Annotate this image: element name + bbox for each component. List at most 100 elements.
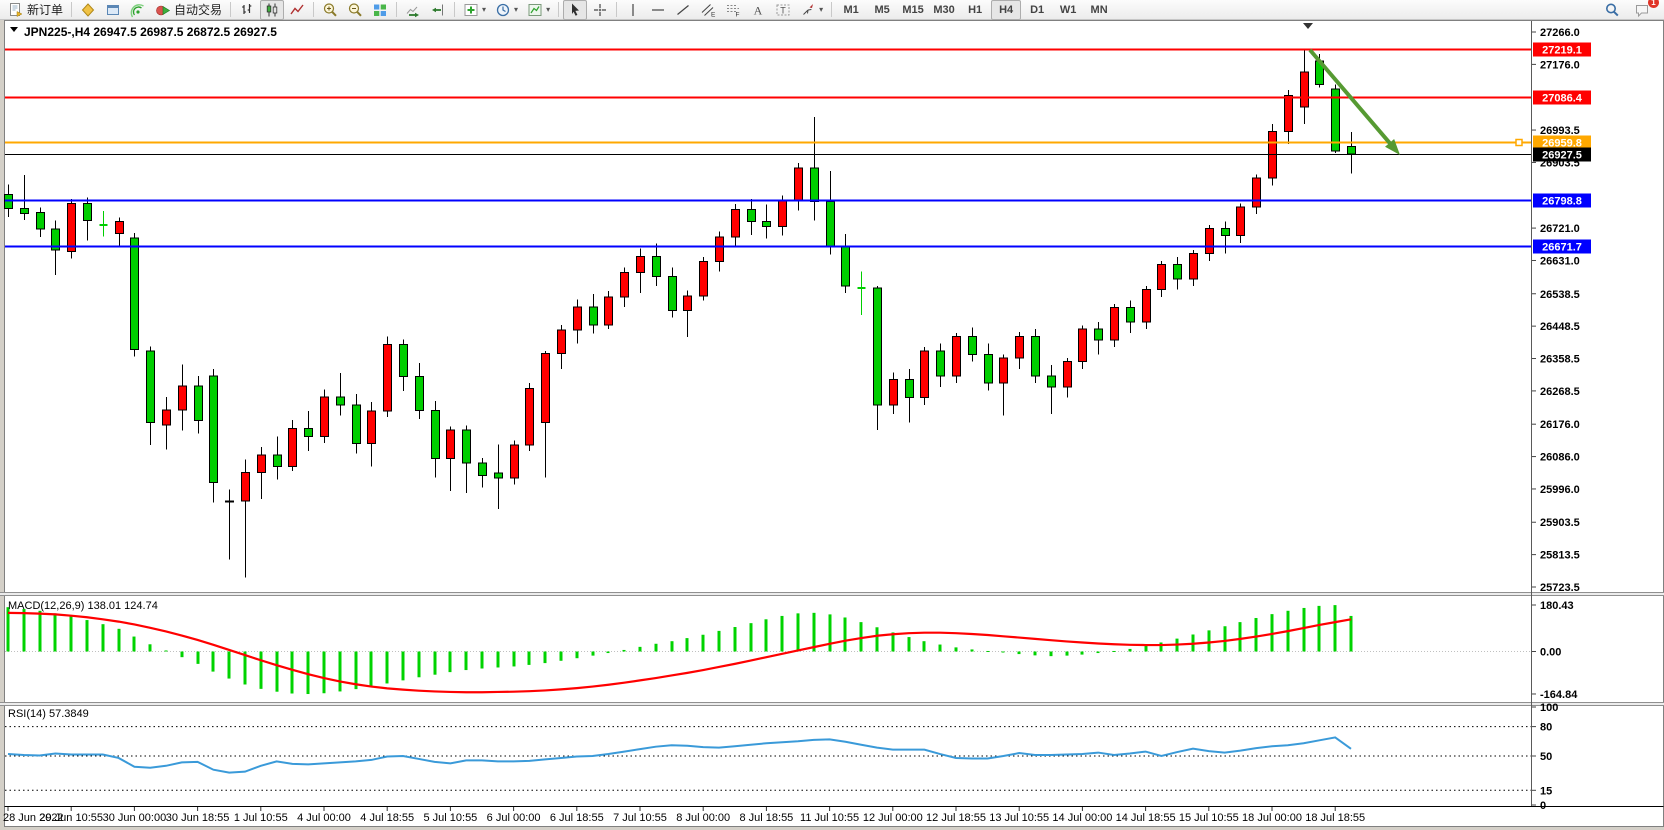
candle-body [257, 454, 266, 473]
macd-histogram-bar [385, 651, 389, 684]
candle-body [905, 379, 914, 399]
search-icon [1604, 2, 1620, 18]
trend-arrow[interactable] [1308, 48, 1396, 149]
candle-body [999, 357, 1008, 384]
level-line-handle[interactable] [1515, 138, 1523, 147]
bar-chart-mode-button[interactable] [235, 0, 259, 20]
macd-histogram-bar [543, 651, 547, 664]
draw-arrows-button[interactable]: ▾ [796, 0, 827, 20]
price-tick-label: 26086.0 [1540, 452, 1580, 464]
zoom-out-button[interactable] [343, 0, 367, 20]
candle-body [130, 237, 139, 350]
text-icon: A [750, 2, 766, 18]
draw-fibonacci-button[interactable]: F [721, 0, 745, 20]
price-tick-label: 26538.5 [1540, 289, 1580, 301]
macd-histogram-bar [243, 651, 247, 685]
draw-text-button[interactable]: A [746, 0, 770, 20]
timeframe-m30[interactable]: M30 [929, 0, 959, 20]
candle-body [826, 200, 835, 247]
svg-text:F: F [736, 11, 740, 18]
chart-shift-marker[interactable] [1303, 23, 1313, 29]
price-badge [1533, 42, 1591, 57]
candle-body [352, 404, 361, 445]
timeframe-h4[interactable]: H4 [991, 0, 1022, 20]
crosshair-button[interactable] [588, 0, 612, 20]
time-tick-label: 12 Jul 18:55 [926, 812, 986, 824]
tile-windows-button[interactable] [368, 0, 392, 20]
price-tick-label: 27176.0 [1540, 59, 1580, 71]
candle-body [968, 335, 977, 355]
candle-body [1221, 227, 1230, 237]
timeframe-m5[interactable]: M5 [867, 0, 897, 20]
auto-scroll-button[interactable] [401, 0, 425, 20]
zoom-in-button[interactable] [318, 0, 342, 20]
notifications-button[interactable]: 1 [1630, 0, 1659, 20]
vertical-line-icon [625, 2, 641, 18]
macd-histogram-bar [764, 619, 768, 652]
time-tick-label: 14 Jul 18:55 [1116, 812, 1176, 824]
timeframe-m1[interactable]: M1 [836, 0, 866, 20]
candle-body [115, 220, 124, 234]
indicators-button[interactable]: ▾ [459, 0, 490, 20]
candle-body [1047, 375, 1056, 388]
search-button[interactable] [1600, 0, 1624, 20]
new-order-button[interactable]: 新订单 [4, 0, 67, 20]
macd-histogram-bar [970, 649, 974, 652]
macd-histogram-bar [259, 651, 263, 689]
timeframe-h1[interactable]: H1 [960, 0, 990, 20]
macd-histogram-bar [1112, 650, 1116, 652]
candle-chart-mode-button[interactable] [260, 0, 285, 20]
macd-histogram-bar [53, 613, 57, 652]
macd-histogram-bar [859, 622, 863, 652]
svg-text:E: E [711, 11, 716, 18]
draw-vertical-line-button[interactable] [621, 0, 645, 20]
timeframe-w1[interactable]: W1 [1053, 0, 1083, 20]
chart-window: 27266.0 27176.0 26993.5 26903.5 26721.0 26631… [0, 20, 1664, 830]
draw-trendline-button[interactable] [671, 0, 695, 20]
draw-horizontal-line-button[interactable] [646, 0, 670, 20]
macd-signal-line [7, 611, 1352, 694]
chart-shift-button[interactable] [426, 0, 450, 20]
macd-tick-label: -164.84 [1540, 689, 1578, 701]
macd-histogram-bar [875, 627, 879, 652]
autotrading-button[interactable]: 自动交易 [151, 0, 226, 20]
price-badge [1533, 135, 1591, 150]
toolbar-separator [396, 2, 398, 17]
time-tick-label: 6 Jul 00:00 [487, 812, 541, 824]
line-chart-mode-button[interactable] [285, 0, 309, 20]
templates-icon [527, 2, 543, 18]
candle-body [1078, 328, 1087, 363]
draw-channel-button[interactable]: E [696, 0, 720, 20]
templates-button[interactable]: ▾ [523, 0, 554, 20]
chart-canvas[interactable]: 27266.027176.026993.526903.526721.026631… [0, 20, 1664, 830]
cursor-button[interactable] [563, 0, 588, 20]
toolbar-right-cluster: 1 [1600, 0, 1660, 20]
candle-body [83, 202, 92, 222]
macd-histogram-bar [622, 649, 626, 652]
macd-pane: 180.43 0.00 -164.84 [5, 600, 1578, 701]
candle-body [636, 256, 645, 273]
chevron-down-icon: ▾ [514, 5, 519, 14]
candle-body [620, 271, 629, 298]
macd-histogram-bar [1223, 626, 1227, 652]
macd-histogram-bar [417, 651, 421, 678]
periods-button[interactable]: ▾ [491, 0, 522, 20]
pane-separator[interactable] [0, 702, 1664, 706]
draw-text-label-button[interactable]: T [771, 0, 795, 20]
pane-separator[interactable] [0, 592, 1664, 596]
timeframe-d1[interactable]: D1 [1022, 0, 1052, 20]
time-tick-label: 30 Jun 00:00 [103, 812, 167, 824]
macd-histogram-bar [306, 651, 310, 695]
symbol-dropdown-icon[interactable] [10, 27, 18, 32]
data-window-button[interactable] [101, 0, 125, 20]
price-badge-label: 26798.8 [1542, 196, 1582, 208]
toolbar-separator [831, 2, 833, 17]
timeframe-mn[interactable]: MN [1084, 0, 1114, 20]
market-watch-button[interactable] [76, 0, 100, 20]
signals-button[interactable] [126, 0, 150, 20]
macd-histogram-bar [211, 651, 215, 672]
timeframe-m15[interactable]: M15 [898, 0, 928, 20]
candle-body [573, 306, 582, 331]
candle-body [178, 385, 187, 411]
